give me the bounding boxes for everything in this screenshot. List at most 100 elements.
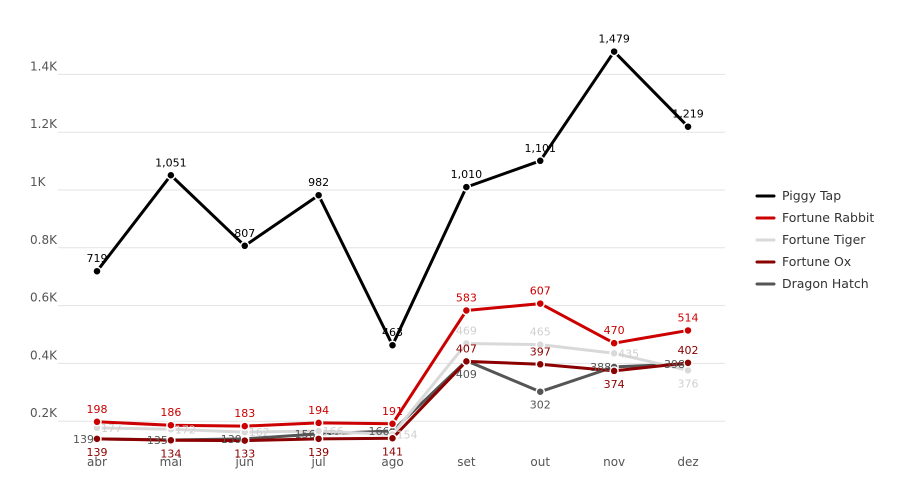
x-tick-label-nov: nov (603, 455, 625, 469)
legend-item-fortune-ox[interactable]: Fortune Ox (755, 254, 851, 269)
data-label-fortune-tiger: 166 (323, 425, 344, 438)
data-point-fortune-rabbit (683, 325, 693, 336)
data-label-dragon-hatch: 388 (590, 361, 611, 374)
data-label-fortune-ox: 402 (678, 344, 699, 357)
y-tick-label: 1K (30, 175, 47, 189)
data-label-dragon-hatch: 398 (664, 358, 685, 371)
x-tick-label-dez: dez (677, 455, 698, 469)
data-point-fortune-rabbit (387, 419, 398, 429)
data-label-fortune-ox: 139 (308, 446, 329, 459)
legend-item-piggy-tap[interactable]: Piggy Tap (755, 188, 841, 203)
data-label-piggy-tap: 1,010 (451, 168, 483, 181)
y-tick-label: 0.4K (30, 348, 58, 362)
data-label-dragon-hatch: 166 (369, 425, 390, 438)
legend-label: Dragon Hatch (782, 276, 869, 291)
series-line-piggy-tap (95, 50, 690, 347)
data-point-fortune-ox (92, 434, 102, 444)
legend-item-fortune-rabbit[interactable]: Fortune Rabbit (755, 210, 874, 225)
data-label-piggy-tap: 1,101 (525, 142, 557, 155)
data-label-fortune-tiger: 162 (249, 426, 270, 439)
data-label-dragon-hatch: 139 (73, 433, 94, 446)
data-point-fortune-rabbit (92, 417, 102, 427)
data-point-fortune-ox (609, 366, 619, 376)
data-label-fortune-ox: 139 (87, 446, 108, 459)
data-label-piggy-tap: 807 (234, 227, 255, 240)
data-label-fortune-tiger: 435 (618, 347, 639, 360)
x-tick-label-jun: jun (234, 455, 254, 469)
data-label-fortune-tiger: 172 (175, 423, 196, 436)
data-point-fortune-ox (387, 433, 398, 444)
data-label-fortune-ox: 374 (604, 378, 625, 391)
data-label-fortune-rabbit: 583 (456, 292, 477, 305)
x-tick-label-ago: ago (381, 455, 403, 469)
x-axis-ticks: abr mai jun jul ago set out nov dez (87, 455, 699, 469)
x-tick-label-jul: jul (310, 455, 325, 469)
x-tick-label-out: out (530, 455, 550, 469)
data-label-fortune-rabbit: 191 (382, 405, 403, 418)
y-tick-label: 0.6K (30, 291, 58, 305)
data-point-fortune-ox (313, 434, 324, 444)
data-point-fortune-rabbit (461, 305, 472, 316)
data-point-piggy-tap (313, 190, 324, 200)
data-label-fortune-rabbit: 198 (87, 403, 108, 416)
data-label-fortune-ox: 134 (160, 447, 181, 460)
data-point-fortune-rabbit (240, 421, 250, 431)
data-point-fortune-rabbit (166, 420, 176, 430)
data-point-piggy-tap (683, 121, 693, 132)
data-point-fortune-ox (535, 359, 545, 370)
data-point-fortune-rabbit (535, 298, 545, 309)
data-label-fortune-tiger: 469 (456, 324, 477, 337)
data-label-piggy-tap: 982 (308, 176, 329, 189)
y-tick-label: 1.2K (30, 117, 58, 131)
legend-label: Fortune Rabbit (782, 210, 874, 225)
legend-label: Fortune Tiger (782, 232, 866, 247)
data-point-piggy-tap (387, 340, 398, 350)
data-label-fortune-tiger: 177 (101, 422, 122, 435)
data-label-dragon-hatch: 409 (456, 368, 477, 381)
y-tick-label: 0.8K (30, 233, 58, 247)
data-point-fortune-tiger (461, 338, 472, 349)
x-tick-label-mai: mai (160, 455, 182, 469)
data-label-fortune-rabbit: 607 (530, 285, 551, 298)
data-label-fortune-rabbit: 470 (604, 324, 625, 337)
data-point-fortune-tiger (313, 426, 324, 436)
data-label-fortune-ox: 141 (382, 445, 403, 458)
data-label-piggy-tap: 1,051 (155, 156, 187, 169)
legend-label: Piggy Tap (782, 188, 841, 203)
data-point-fortune-tiger (609, 348, 619, 359)
data-point-fortune-tiger (535, 339, 545, 350)
data-point-fortune-rabbit (313, 418, 324, 428)
y-axis-ticks: 0.2K 0.4K 0.6K 0.8K 1K 1.2K 1.4K (30, 59, 58, 420)
data-label-fortune-ox: 407 (456, 342, 477, 355)
data-point-fortune-ox (166, 435, 176, 446)
data-point-piggy-tap (461, 182, 472, 192)
data-point-piggy-tap (92, 266, 102, 276)
legend-item-fortune-tiger[interactable]: Fortune Tiger (755, 232, 866, 247)
data-label-fortune-rabbit: 514 (678, 311, 699, 324)
data-label-piggy-tap: 1,219 (672, 108, 704, 121)
data-label-fortune-tiger: 465 (530, 326, 551, 339)
data-label-fortune-tiger: 376 (678, 377, 699, 390)
data-label-fortune-ox: 133 (234, 448, 255, 461)
data-point-fortune-rabbit (609, 338, 619, 348)
data-label-fortune-ox: 397 (530, 345, 551, 358)
data-label-dragon-hatch: 156 (295, 428, 316, 441)
legend-label: Fortune Ox (782, 254, 851, 269)
data-point-piggy-tap (166, 170, 176, 181)
gridlines (58, 73, 725, 422)
legend-item-dragon-hatch[interactable]: Dragon Hatch (755, 276, 869, 291)
data-label-fortune-rabbit: 183 (234, 407, 255, 420)
y-tick-label: 0.2K (30, 406, 58, 420)
data-point-fortune-ox (240, 435, 250, 446)
data-label-piggy-tap: 463 (382, 326, 403, 339)
data-label-dragon-hatch: 135 (147, 434, 168, 447)
x-tick-label-abr: abr (87, 455, 107, 469)
data-label-piggy-tap: 1,479 (598, 33, 630, 46)
y-tick-label: 1.4K (30, 59, 58, 73)
legend: Piggy Tap Fortune Rabbit Fortune Tiger Fort… (755, 188, 874, 291)
data-point-dragon-hatch (535, 386, 545, 397)
data-label-piggy-tap: 719 (87, 252, 108, 265)
series-lines (92, 46, 693, 446)
